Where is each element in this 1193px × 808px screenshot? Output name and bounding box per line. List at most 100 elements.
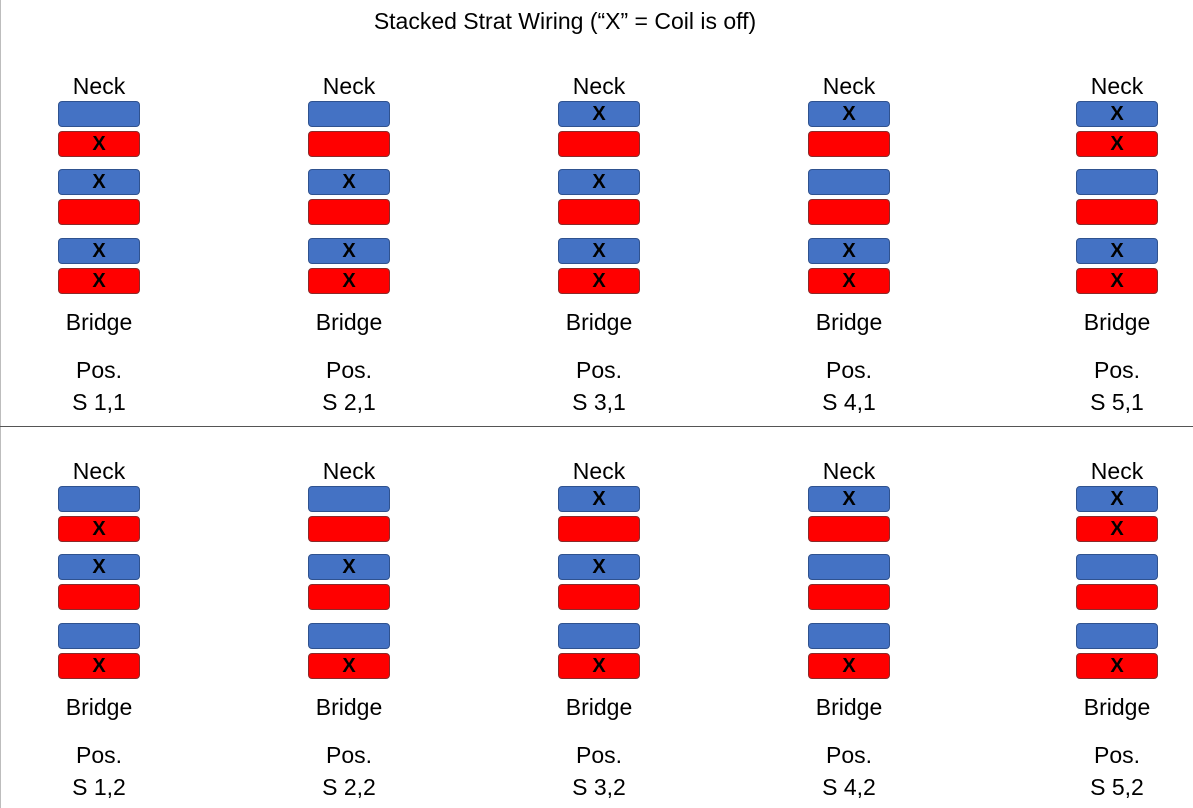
south-coil	[558, 199, 640, 225]
south-coil: X	[58, 268, 140, 294]
north-coil	[58, 486, 140, 512]
north-coil	[1076, 169, 1158, 195]
coil-off-mark: X	[592, 556, 606, 578]
coil-off-mark: X	[592, 240, 606, 262]
north-coil	[308, 486, 390, 512]
north-coil	[1076, 623, 1158, 649]
south-coil: X	[1076, 131, 1158, 157]
bridge-label: Bridge	[815, 309, 883, 335]
north-coil: X	[58, 554, 140, 580]
south-coil	[308, 516, 390, 542]
neck-label: Neck	[72, 73, 126, 99]
bridge-label: Bridge	[315, 309, 383, 335]
south-coil	[308, 584, 390, 610]
south-coil: X	[58, 516, 140, 542]
bridge-label: Bridge	[65, 309, 133, 335]
south-coil: X	[58, 131, 140, 157]
switch-position-value: S 4,2	[822, 774, 876, 800]
switch-position-value: S 1,1	[72, 389, 126, 415]
north-coil	[308, 623, 390, 649]
north-coil: X	[558, 486, 640, 512]
coil-off-mark: X	[842, 270, 856, 292]
north-coil: X	[558, 101, 640, 127]
coil-off-mark: X	[342, 240, 356, 262]
coil-off-mark: X	[92, 240, 106, 262]
bridge-label: Bridge	[1083, 309, 1151, 335]
south-coil: X	[808, 653, 890, 679]
coil-off-mark: X	[1110, 655, 1124, 677]
south-coil: X	[308, 268, 390, 294]
north-coil: X	[808, 238, 890, 264]
neck-label: Neck	[72, 458, 126, 484]
north-coil: X	[808, 486, 890, 512]
south-coil: X	[808, 268, 890, 294]
coil-off-mark: X	[1110, 240, 1124, 262]
switch-position-value: S 2,2	[322, 774, 376, 800]
row-divider	[0, 426, 1193, 427]
south-coil	[1076, 199, 1158, 225]
coil-off-mark: X	[842, 655, 856, 677]
coil-off-mark: X	[342, 270, 356, 292]
coil-off-mark: X	[1110, 133, 1124, 155]
south-coil	[558, 131, 640, 157]
position-label: Pos.	[75, 357, 123, 383]
position-label: Pos.	[575, 742, 623, 768]
south-coil: X	[1076, 653, 1158, 679]
diagram-title: Stacked Strat Wiring (“X” = Coil is off)	[373, 8, 757, 34]
position-label: Pos.	[825, 357, 873, 383]
switch-position-value: S 3,1	[572, 389, 626, 415]
coil-off-mark: X	[592, 655, 606, 677]
south-coil	[808, 199, 890, 225]
neck-label: Neck	[1090, 73, 1144, 99]
position-label: Pos.	[325, 357, 373, 383]
north-coil: X	[58, 238, 140, 264]
coil-off-mark: X	[592, 270, 606, 292]
coil-off-mark: X	[342, 655, 356, 677]
bridge-label: Bridge	[65, 694, 133, 720]
north-coil	[308, 101, 390, 127]
north-coil: X	[1076, 486, 1158, 512]
north-coil: X	[1076, 101, 1158, 127]
north-coil: X	[308, 169, 390, 195]
switch-position-value: S 5,2	[1090, 774, 1144, 800]
neck-label: Neck	[572, 458, 626, 484]
north-coil: X	[308, 238, 390, 264]
switch-position-value: S 4,1	[822, 389, 876, 415]
coil-off-mark: X	[842, 488, 856, 510]
south-coil: X	[558, 653, 640, 679]
bridge-label: Bridge	[565, 309, 633, 335]
coil-off-mark: X	[342, 171, 356, 193]
north-coil: X	[1076, 238, 1158, 264]
south-coil: X	[58, 653, 140, 679]
neck-label: Neck	[572, 73, 626, 99]
coil-off-mark: X	[92, 655, 106, 677]
north-coil	[808, 554, 890, 580]
coil-off-mark: X	[592, 171, 606, 193]
north-coil: X	[308, 554, 390, 580]
south-coil: X	[558, 268, 640, 294]
neck-label: Neck	[322, 458, 376, 484]
position-label: Pos.	[575, 357, 623, 383]
south-coil	[1076, 584, 1158, 610]
south-coil	[558, 584, 640, 610]
south-coil	[558, 516, 640, 542]
south-coil	[808, 131, 890, 157]
coil-off-mark: X	[592, 488, 606, 510]
coil-off-mark: X	[1110, 103, 1124, 125]
switch-position-value: S 2,1	[322, 389, 376, 415]
switch-position-value: S 1,2	[72, 774, 126, 800]
north-coil: X	[808, 101, 890, 127]
coil-off-mark: X	[92, 556, 106, 578]
neck-label: Neck	[822, 73, 876, 99]
left-border-line	[0, 0, 1, 808]
north-coil	[1076, 554, 1158, 580]
south-coil	[808, 516, 890, 542]
position-label: Pos.	[825, 742, 873, 768]
coil-off-mark: X	[92, 518, 106, 540]
north-coil	[808, 169, 890, 195]
north-coil	[808, 623, 890, 649]
neck-label: Neck	[322, 73, 376, 99]
coil-off-mark: X	[842, 103, 856, 125]
bridge-label: Bridge	[565, 694, 633, 720]
